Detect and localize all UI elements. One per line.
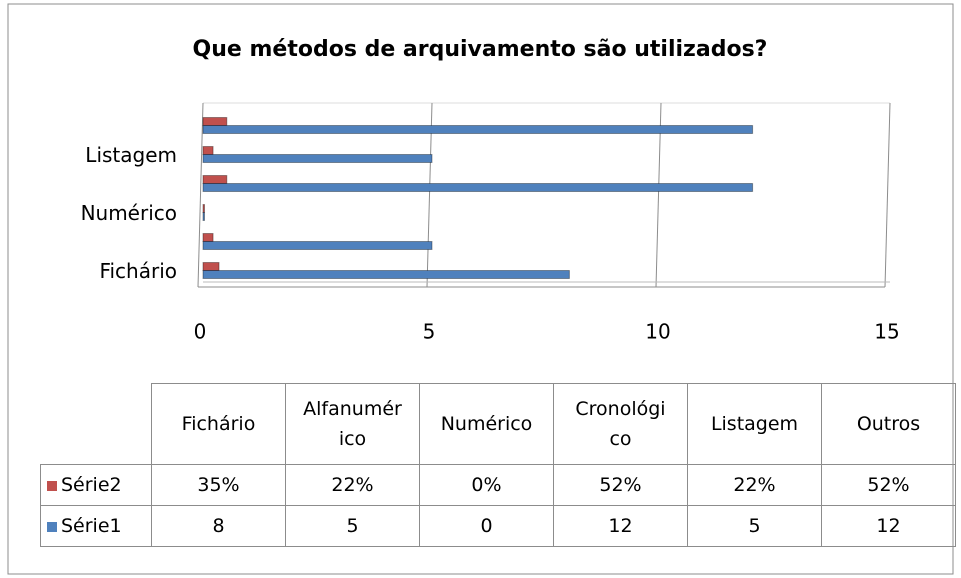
data-cell: 35% bbox=[151, 464, 286, 506]
header-cell: Numérico bbox=[419, 383, 554, 465]
bar bbox=[202, 125, 754, 134]
header-row: Fichário Alfanumérico Numérico Cronológico L… bbox=[41, 383, 956, 465]
legend-label: Série2 bbox=[61, 474, 122, 496]
header-text: Outros bbox=[856, 413, 921, 435]
chart-frame bbox=[7, 3, 954, 575]
header-cell: Alfanumérico bbox=[285, 383, 420, 465]
header-text: Numérico bbox=[440, 413, 533, 435]
grid-line bbox=[884, 102, 891, 288]
data-cell: 52% bbox=[553, 464, 688, 506]
chart-title: Que métodos de arquivamento são utilizad… bbox=[193, 37, 768, 62]
legend-swatch bbox=[47, 480, 57, 491]
data-cell: 5 bbox=[285, 505, 420, 547]
data-row: Série2 35% 22% 0% 52% 22% 52% bbox=[40, 464, 956, 506]
data-cell: 5 bbox=[687, 505, 822, 547]
legend-cell: Série1 bbox=[40, 505, 152, 547]
bar bbox=[202, 212, 205, 221]
bar bbox=[202, 154, 433, 163]
data-cell: 22% bbox=[687, 464, 822, 506]
legend-label: Série1 bbox=[61, 515, 122, 537]
x-tick-label: 10 bbox=[645, 320, 670, 344]
bar bbox=[202, 204, 205, 213]
bar bbox=[202, 262, 220, 271]
header-cell: Cronológico bbox=[553, 383, 688, 465]
header-cell: Fichário bbox=[151, 383, 286, 465]
data-cell: 52% bbox=[821, 464, 956, 506]
header-text: Cronológico bbox=[575, 398, 666, 450]
x-tick-label: 0 bbox=[194, 320, 207, 344]
data-cell: 0% bbox=[419, 464, 554, 506]
bar bbox=[202, 183, 754, 192]
y-tick-label: Listagem bbox=[85, 143, 177, 167]
data-cell: 12 bbox=[821, 505, 956, 547]
bar bbox=[202, 233, 214, 242]
grid-line bbox=[655, 102, 662, 288]
legend-cell: Série2 bbox=[40, 464, 152, 506]
y-tick-label: Numérico bbox=[81, 201, 177, 225]
bar bbox=[202, 175, 228, 184]
data-cell: 0 bbox=[419, 505, 554, 547]
data-row: Série1 8 5 0 12 5 12 bbox=[40, 505, 956, 547]
blank-cell bbox=[41, 384, 152, 465]
x-tick-label: 15 bbox=[874, 320, 899, 344]
legend-swatch bbox=[47, 521, 57, 532]
data-cell: 12 bbox=[553, 505, 688, 547]
bar bbox=[202, 270, 570, 279]
data-cell: 22% bbox=[285, 464, 420, 506]
y-tick-label: Fichário bbox=[99, 259, 177, 283]
bar bbox=[202, 146, 214, 155]
bar bbox=[202, 241, 433, 250]
header-text: Fichário bbox=[181, 413, 256, 435]
data-table: Fichário Alfanumérico Numérico Cronológico L… bbox=[40, 383, 956, 547]
bar bbox=[202, 117, 228, 126]
header-text: Listagem bbox=[710, 413, 799, 435]
header-cell: Outros bbox=[821, 383, 956, 465]
header-cell: Listagem bbox=[687, 383, 822, 465]
data-cell: 8 bbox=[151, 505, 286, 547]
grid-line bbox=[197, 102, 204, 288]
header-text: Alfanumérico bbox=[303, 398, 402, 450]
grid-line bbox=[426, 102, 433, 288]
x-tick-label: 5 bbox=[423, 320, 436, 344]
